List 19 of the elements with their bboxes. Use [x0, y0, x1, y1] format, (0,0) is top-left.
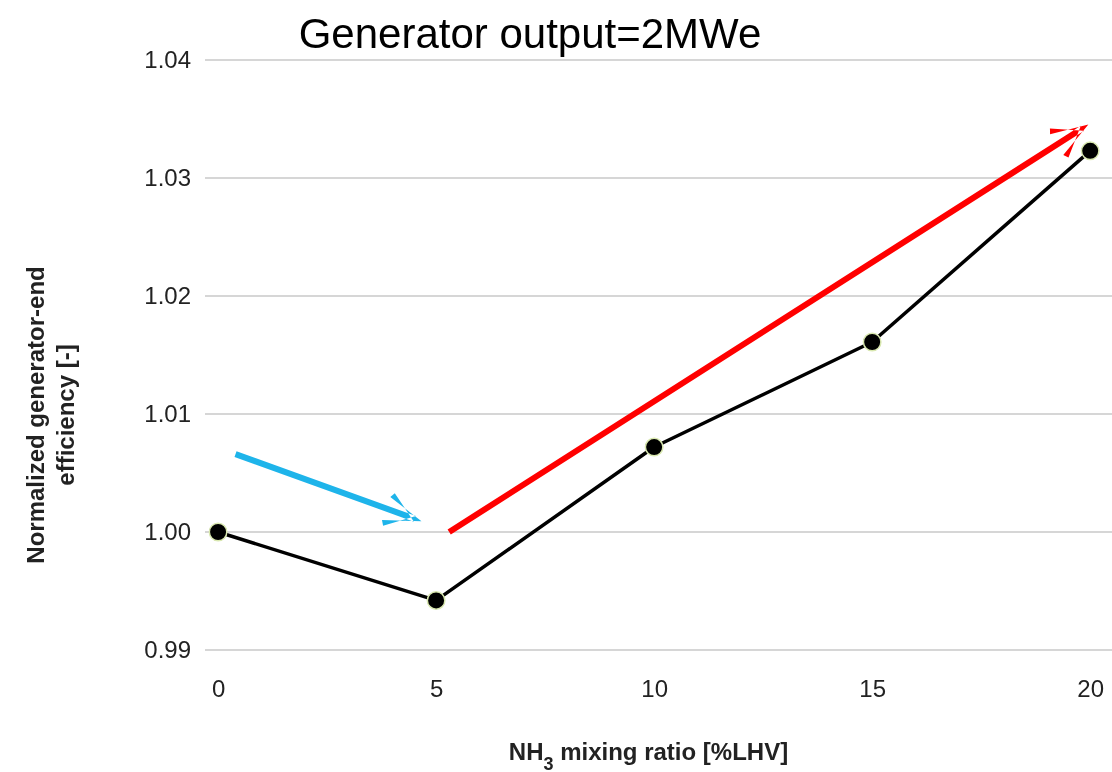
y-tick-label: 1.04	[144, 46, 191, 74]
x-tick-label: 5	[429, 675, 444, 703]
point	[862, 332, 882, 352]
y-tick-label: 1.00	[144, 518, 191, 546]
y-tick-label: 0.99	[144, 636, 191, 664]
point	[208, 522, 228, 542]
x-tick-label: 15	[859, 675, 887, 703]
y-tick-label: 1.01	[144, 400, 191, 428]
point	[426, 590, 446, 610]
y-tick-label: 1.02	[144, 282, 191, 310]
x-tick-label: 20	[1077, 675, 1105, 703]
point	[644, 437, 664, 457]
point	[1080, 141, 1100, 161]
x-tick-label: 0	[211, 675, 226, 703]
chart-title: Generator output=2MWe	[298, 10, 762, 57]
x-tick-label: 10	[641, 675, 668, 703]
y-axis-title: Normalized generator-end efficiency [-]	[22, 266, 79, 564]
y-tick-label: 1.03	[144, 164, 191, 192]
x-axis-title: NH$_{3}$ mixing ratio [%LHV]	[508, 738, 789, 772]
